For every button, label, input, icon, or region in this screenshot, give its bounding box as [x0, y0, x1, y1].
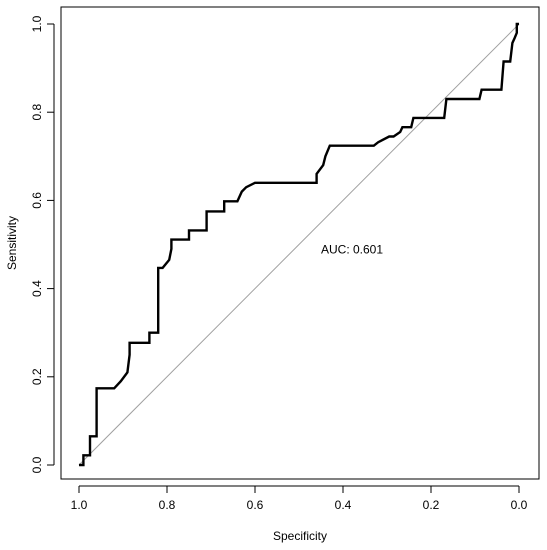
x-tick-label: 0.8: [159, 498, 176, 512]
y-tick-label: 0.2: [30, 368, 44, 385]
x-tick-label: 1.0: [71, 498, 88, 512]
plot-frame: [60, 6, 540, 480]
y-tick-label: 0.0: [30, 456, 44, 473]
x-axis: 1.0 0.8 0.6 0.4 0.2 0.0: [71, 485, 528, 512]
roc-curve: [79, 22, 519, 467]
x-tick-label: 0.0: [511, 498, 528, 512]
x-tick-label: 0.6: [247, 498, 264, 512]
y-tick-label: 0.4: [30, 280, 44, 297]
y-axis-title: Sensitivity: [5, 216, 19, 270]
y-tick-label: 1.0: [30, 15, 44, 32]
x-axis-title: Specificity: [273, 529, 327, 543]
y-tick-label: 0.8: [30, 104, 44, 121]
auc-annotation: AUC: 0.601: [321, 242, 383, 256]
x-tick-label: 0.2: [423, 498, 440, 512]
y-tick-label: 0.6: [30, 192, 44, 209]
x-tick-label: 0.4: [335, 498, 352, 512]
reference-diagonal: [78, 23, 520, 466]
y-axis: 0.0 0.2 0.4 0.6 0.8 1.0: [30, 15, 55, 473]
